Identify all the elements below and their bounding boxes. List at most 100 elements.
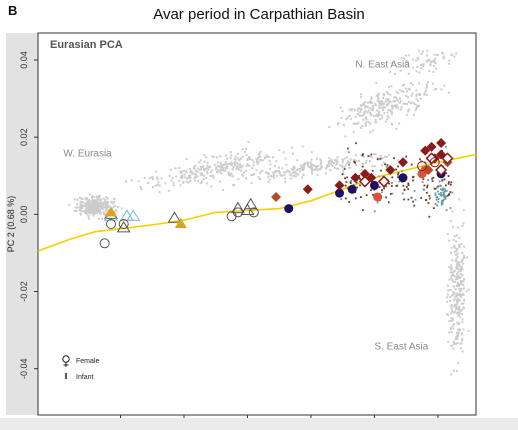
reference-point <box>412 102 415 105</box>
reference-point <box>98 208 101 211</box>
reference-point <box>179 170 182 173</box>
reference-point <box>389 93 392 96</box>
reference-point <box>371 165 374 168</box>
circle-marker <box>417 169 427 179</box>
reference-point <box>263 156 266 159</box>
sample-dot <box>386 164 389 166</box>
reference-point <box>425 54 428 57</box>
reference-point <box>211 169 214 172</box>
reference-point <box>388 109 391 112</box>
reference-point <box>332 162 335 165</box>
reference-point <box>203 169 206 172</box>
reference-point <box>229 174 232 177</box>
reference-point <box>207 168 210 171</box>
sample-dot <box>384 163 386 166</box>
sample-dot <box>354 197 357 200</box>
reference-point <box>102 197 105 200</box>
reference-point <box>283 174 286 177</box>
reference-point <box>405 95 408 98</box>
reference-point <box>195 174 198 177</box>
reference-point <box>362 102 365 105</box>
reference-point <box>383 112 386 115</box>
reference-point <box>219 180 222 183</box>
reference-point <box>387 108 390 111</box>
reference-point <box>199 159 202 162</box>
reference-point <box>446 300 449 303</box>
reference-point <box>462 293 465 296</box>
reference-point <box>426 49 429 52</box>
reference-point <box>315 165 318 168</box>
reference-point <box>180 172 183 175</box>
reference-point <box>370 96 373 99</box>
sample-dot <box>440 201 443 204</box>
reference-point <box>294 175 297 178</box>
reference-point <box>456 303 459 306</box>
reference-point <box>362 163 365 166</box>
reference-point <box>460 294 463 297</box>
region-label: S. East Asia <box>374 341 428 352</box>
reference-point <box>458 315 461 318</box>
diamond-marker <box>423 164 434 175</box>
reference-point <box>310 158 313 161</box>
reference-point <box>372 115 375 118</box>
reference-point <box>297 173 300 176</box>
reference-point <box>446 233 449 236</box>
reference-point <box>172 184 175 187</box>
sample-dot <box>443 195 446 198</box>
reference-point <box>210 171 213 174</box>
reference-point <box>456 333 459 336</box>
reference-point <box>380 99 383 102</box>
reference-point <box>102 211 105 214</box>
sample-dot <box>443 194 446 197</box>
sample-dot <box>442 198 445 201</box>
reference-point <box>452 245 455 248</box>
reference-point <box>194 176 197 179</box>
sample-dot <box>442 194 445 197</box>
sample-dot <box>397 176 399 178</box>
sample-dot <box>448 193 451 195</box>
reference-point <box>461 224 464 227</box>
reference-point <box>377 114 380 117</box>
reference-point <box>87 215 90 218</box>
reference-point <box>407 88 410 91</box>
sample-dot <box>345 181 348 184</box>
y-axis-strip <box>6 33 38 415</box>
reference-point <box>372 105 375 108</box>
chart-title: Avar period in Carpathian Basin <box>153 6 365 23</box>
reference-point <box>96 204 99 207</box>
open-triangle-marker <box>167 211 182 223</box>
reference-point <box>455 272 458 275</box>
reference-point <box>410 94 413 97</box>
reference-point <box>456 338 459 341</box>
reference-point <box>286 169 289 172</box>
reference-point <box>293 167 296 170</box>
reference-point <box>409 81 412 84</box>
reference-point <box>310 170 313 173</box>
reference-point <box>387 102 390 105</box>
reference-point <box>97 217 100 220</box>
sample-dot <box>447 194 450 196</box>
reference-point <box>330 160 333 163</box>
reference-point <box>183 173 186 176</box>
reference-point <box>407 54 410 57</box>
reference-point <box>425 86 428 89</box>
reference-point <box>458 328 461 331</box>
reference-point <box>459 290 462 293</box>
sample-dot <box>388 182 390 185</box>
sample-dot <box>391 181 393 184</box>
reference-point <box>403 57 406 60</box>
reference-point <box>272 171 275 174</box>
reference-point <box>357 107 360 110</box>
reference-point <box>456 299 459 302</box>
reference-point <box>455 52 458 55</box>
reference-point <box>246 163 249 166</box>
reference-point <box>462 302 465 305</box>
sample-dot <box>361 154 364 157</box>
sample-dot <box>433 187 436 190</box>
sample-dot <box>355 181 358 184</box>
reference-point <box>250 182 253 185</box>
reference-point <box>225 165 228 168</box>
reference-point <box>285 163 288 166</box>
reference-point <box>399 97 402 100</box>
reference-point <box>346 116 349 119</box>
